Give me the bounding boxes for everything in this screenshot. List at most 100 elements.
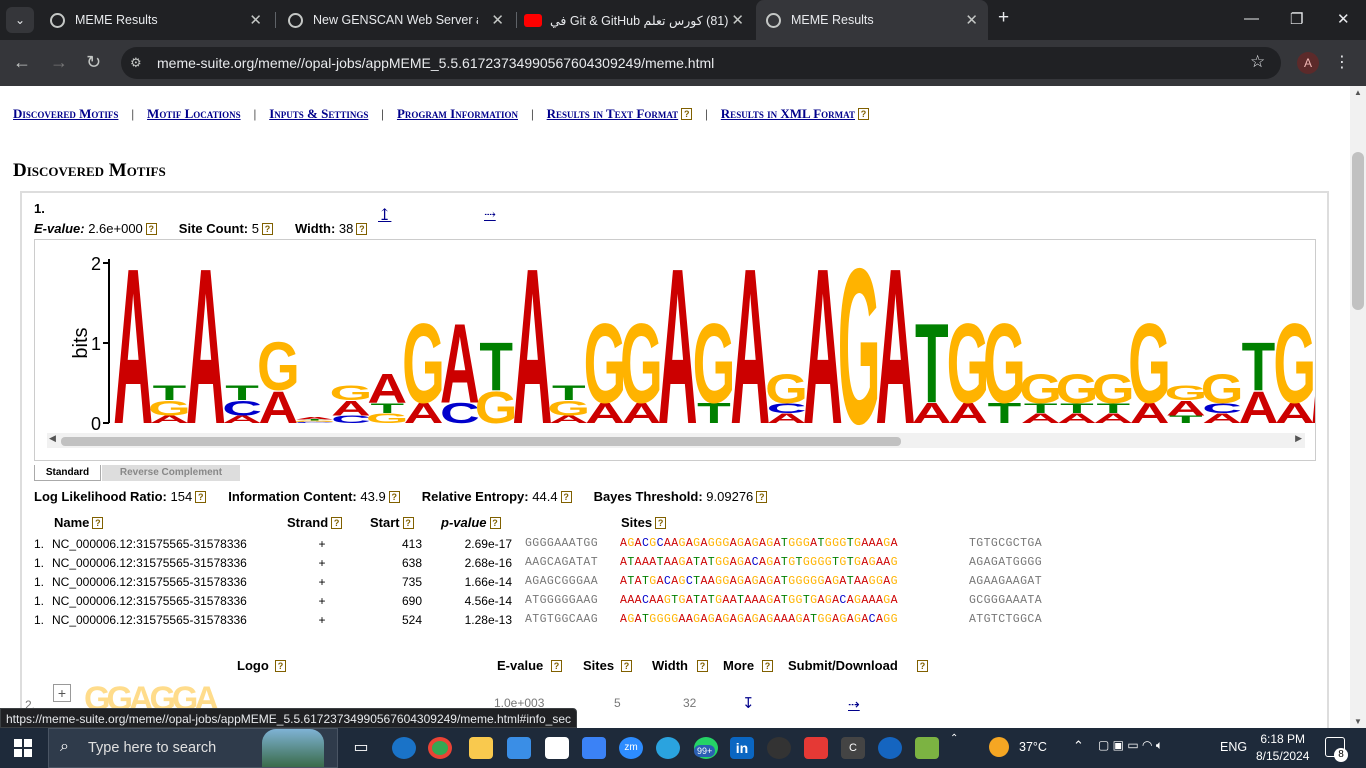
file-explorer-icon[interactable] [469, 737, 493, 759]
logo-letter: A [440, 299, 480, 426]
logo-letter: A [404, 398, 444, 430]
help-icon[interactable]: ? [681, 108, 693, 120]
linkedin-icon[interactable]: in [730, 737, 754, 759]
help-icon[interactable]: ? [551, 660, 562, 672]
address-bar[interactable] [121, 47, 1281, 79]
pvalue-value: 4.56e-14 [464, 594, 512, 608]
weather-temp[interactable]: 37°C [1019, 740, 1047, 754]
tab-meme-results-active[interactable]: MEME Results ✕ [756, 0, 988, 40]
tab-strip: ⌄ MEME Results ✕ New GENSCAN Web Server … [0, 0, 1366, 40]
tab-search-button[interactable]: ⌄ [6, 7, 34, 33]
logo-letter: G [475, 381, 518, 433]
help-icon[interactable]: ? [489, 517, 501, 529]
chrome-icon[interactable] [428, 737, 452, 759]
bookmark-star-icon[interactable]: ☆ [1250, 52, 1266, 71]
help-icon[interactable]: ? [92, 517, 104, 529]
logo-letter: A [1239, 381, 1279, 433]
nav-results-text[interactable]: Results in Text Format [546, 106, 679, 121]
search-placeholder[interactable]: Type here to search [88, 740, 217, 756]
tab-standard[interactable]: Standard [34, 465, 101, 481]
help-icon[interactable]: ? [858, 108, 870, 120]
logo-letter: A [1130, 398, 1170, 430]
chatgpt-icon[interactable] [767, 737, 791, 759]
mail-icon[interactable] [582, 737, 606, 759]
close-tab-icon[interactable]: ✕ [491, 12, 504, 29]
sequence-name: NC_000006.12:31575565-31578336 [52, 556, 247, 570]
strand-value: + [318, 575, 326, 589]
profile-avatar[interactable]: A [1297, 52, 1319, 74]
menu-kebab-icon[interactable]: ⋮ [1334, 54, 1350, 71]
help-icon[interactable]: ? [331, 517, 343, 529]
help-icon[interactable]: ? [388, 491, 400, 503]
start-value: 638 [401, 556, 422, 570]
weather-icon[interactable] [989, 737, 1009, 757]
help-icon[interactable]: ? [195, 491, 207, 503]
task-view-icon[interactable]: ▭ [353, 739, 369, 756]
help-icon[interactable]: ? [275, 660, 286, 672]
clock[interactable]: 6:18 PM 8/15/2024 [1256, 732, 1310, 763]
logo-letter: G [148, 396, 191, 420]
logo-scroll-thumb[interactable] [61, 437, 901, 446]
back-arrow-icon[interactable]: ← [13, 52, 31, 72]
taskbar-overflow-icon[interactable]: ⌃ [950, 733, 959, 744]
tray-icons[interactable]: ▢ ▣ ▭ ◠ 🔈︎ [1098, 738, 1164, 752]
help-icon[interactable]: ? [145, 223, 157, 235]
nav-discovered-motifs[interactable]: Discovered Motifs [13, 106, 119, 121]
site-info-icon[interactable]: ⚙ [130, 55, 142, 70]
logo-letter: A [1057, 410, 1097, 426]
url-text[interactable]: meme-suite.org/meme//opal-jobs/appMEME_5… [157, 55, 715, 71]
telegram-icon[interactable] [656, 737, 680, 759]
close-tab-icon[interactable]: ✕ [731, 12, 744, 29]
forward-arrow-icon[interactable]: → [50, 52, 68, 72]
next-motif-link[interactable]: ⇢ [484, 208, 496, 223]
nav-inputs-settings[interactable]: Inputs & Settings [269, 106, 369, 121]
scroll-top-link[interactable]: ↥ [378, 207, 392, 224]
logo-letter: A [1093, 410, 1133, 426]
tab-genscan[interactable]: New GENSCAN Web Server at M ✕ [278, 0, 514, 40]
reload-icon[interactable]: ↻ [86, 52, 102, 72]
app-c-icon[interactable] [878, 737, 902, 759]
logo-letter: A [1275, 398, 1315, 430]
restore-button[interactable]: ❐ [1290, 11, 1304, 28]
calendar-icon[interactable] [507, 737, 531, 759]
search-icon: ⌕ [60, 738, 69, 755]
logo-scrollbar[interactable]: ◀ ▶ [47, 433, 1305, 448]
help-icon[interactable]: ? [261, 223, 273, 235]
close-window-button[interactable]: ✕ [1337, 11, 1350, 28]
store-icon[interactable] [545, 737, 569, 759]
app-diamond-icon[interactable] [915, 737, 939, 759]
tab-youtube[interactable]: (81) كورس تعلم Git & GitHub في ✕ [518, 0, 754, 40]
cursor-icon[interactable]: C [841, 737, 865, 759]
logo-letter: A [621, 398, 661, 430]
minimize-button[interactable]: — [1244, 10, 1259, 27]
tab-reverse-complement[interactable]: Reverse Complement [102, 465, 240, 481]
close-tab-icon[interactable]: ✕ [249, 12, 262, 29]
windows-start-icon[interactable] [14, 739, 32, 757]
help-icon[interactable]: ? [756, 491, 768, 503]
tab-meme-results-1[interactable]: MEME Results ✕ [40, 0, 272, 40]
help-icon[interactable]: ? [560, 491, 572, 503]
help-icon[interactable]: ? [621, 660, 632, 672]
nav-results-xml[interactable]: Results in XML Format [720, 106, 856, 121]
more-motif-2-link[interactable]: ↧ [742, 695, 755, 712]
help-icon[interactable]: ? [762, 660, 773, 672]
help-icon[interactable]: ? [917, 660, 928, 672]
page-scroll-thumb[interactable] [1352, 152, 1364, 310]
submit-motif-2-link[interactable]: ⇢ [848, 696, 860, 712]
expand-motif-button[interactable]: + [53, 684, 71, 702]
language-indicator[interactable]: ENG [1220, 740, 1248, 754]
new-tab-button[interactable]: + [998, 7, 1010, 28]
nav-motif-locations[interactable]: Motif Locations [147, 106, 241, 121]
logo-letter: A [912, 398, 952, 430]
edge-icon[interactable] [392, 737, 416, 759]
close-tab-icon[interactable]: ✕ [965, 12, 978, 29]
zoom-icon[interactable]: zm [619, 737, 643, 759]
nav-program-information[interactable]: Program Information [396, 106, 519, 121]
tray-chevron-icon[interactable]: ⌃ [1073, 738, 1084, 753]
help-icon[interactable]: ? [356, 223, 368, 235]
app-icon[interactable] [804, 737, 828, 759]
help-icon[interactable]: ? [655, 517, 667, 529]
help-icon[interactable]: ? [697, 660, 708, 672]
help-icon[interactable]: ? [402, 517, 414, 529]
logo-letter: C [222, 396, 262, 420]
